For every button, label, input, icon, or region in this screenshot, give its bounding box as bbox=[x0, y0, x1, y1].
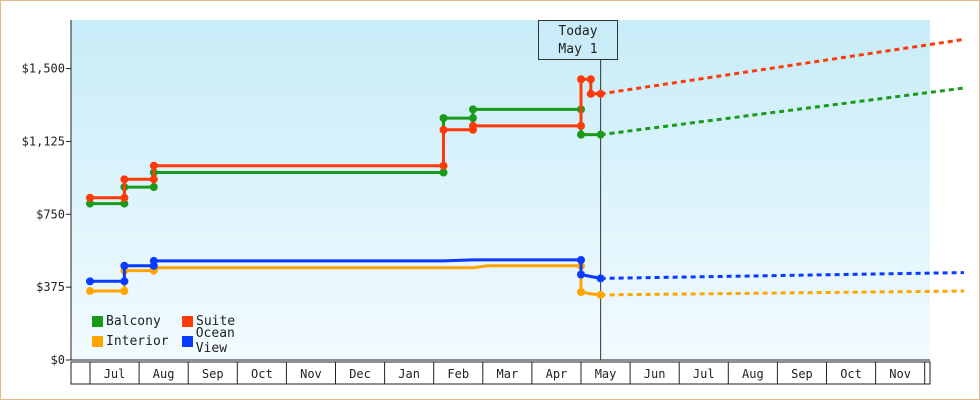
x-tick-label: Sep bbox=[202, 367, 224, 381]
data-point bbox=[468, 114, 477, 123]
data-point bbox=[577, 270, 585, 279]
x-tick-label: Dec bbox=[349, 367, 371, 381]
y-tick-label: $0 bbox=[51, 353, 65, 367]
x-tick-label: Nov bbox=[300, 367, 322, 381]
data-point bbox=[577, 75, 585, 84]
data-point bbox=[120, 277, 129, 286]
legend-swatch-interior bbox=[92, 335, 103, 347]
data-point bbox=[149, 175, 158, 184]
data-point bbox=[149, 161, 158, 170]
x-tick-label: Feb bbox=[447, 367, 469, 381]
data-point bbox=[577, 121, 585, 130]
today-annotation: Today May 1 bbox=[538, 20, 618, 60]
chart-legend: Balcony Suite Interior Ocean View bbox=[92, 311, 272, 356]
forecast-line bbox=[600, 37, 965, 96]
month-band bbox=[70, 361, 931, 385]
plot-area bbox=[71, 20, 930, 360]
data-point bbox=[120, 287, 129, 296]
x-tick-label: May bbox=[595, 367, 617, 381]
x-tick-label: Apr bbox=[546, 367, 568, 381]
legend-swatch-suite bbox=[182, 315, 193, 327]
x-tick-label: Oct bbox=[840, 367, 862, 381]
x-tick-label: Aug bbox=[153, 367, 175, 381]
legend-label-interior: Interior bbox=[106, 333, 169, 349]
data-point bbox=[439, 125, 448, 134]
data-point bbox=[439, 168, 448, 177]
legend-item-balcony: Balcony bbox=[92, 314, 182, 329]
data-point bbox=[86, 193, 94, 202]
legend-label-balcony: Balcony bbox=[106, 313, 161, 329]
data-point bbox=[439, 161, 448, 170]
forecast-line bbox=[600, 271, 965, 280]
legend-item-interior: Interior bbox=[92, 334, 182, 349]
x-tick-label: Aug bbox=[742, 367, 764, 381]
y-tick-label: $750 bbox=[36, 207, 65, 221]
x-tick-label: Mar bbox=[497, 367, 519, 381]
data-point bbox=[577, 255, 585, 264]
data-point bbox=[120, 175, 129, 184]
legend-label-suite: Suite bbox=[196, 313, 236, 329]
x-tick-label: Jun bbox=[644, 367, 666, 381]
legend-swatch-ocean-view bbox=[182, 335, 193, 347]
x-tick-label: Jan bbox=[398, 367, 420, 381]
x-tick-label: Oct bbox=[251, 367, 273, 381]
legend-item-suite: Suite bbox=[182, 314, 272, 329]
data-point bbox=[586, 89, 595, 98]
data-point bbox=[577, 288, 585, 296]
data-point bbox=[439, 114, 448, 123]
data-point bbox=[86, 287, 94, 296]
forecast-line bbox=[600, 289, 964, 297]
data-point bbox=[468, 121, 477, 130]
data-point bbox=[120, 199, 129, 208]
y-tick-label: $375 bbox=[36, 280, 65, 294]
data-point bbox=[86, 199, 94, 208]
today-label: Today bbox=[558, 24, 598, 39]
data-point bbox=[149, 183, 158, 192]
data-point bbox=[149, 256, 158, 265]
forecast-line bbox=[600, 86, 965, 137]
data-point bbox=[120, 193, 129, 202]
today-date: May 1 bbox=[558, 42, 598, 57]
legend-label-ocean-view: Ocean View bbox=[195, 326, 235, 356]
legend-item-ocean-view: Ocean View bbox=[182, 326, 272, 356]
x-tick-label: Jul bbox=[104, 367, 126, 381]
data-point bbox=[86, 277, 94, 286]
x-tick-label: Jul bbox=[693, 367, 715, 381]
x-tick-label: Nov bbox=[889, 367, 911, 381]
data-point bbox=[120, 261, 129, 270]
data-point bbox=[586, 75, 595, 84]
legend-swatch-balcony bbox=[92, 315, 103, 327]
y-tick-label: $1,125 bbox=[22, 134, 65, 148]
y-tick-label: $1,500 bbox=[22, 62, 65, 76]
x-tick-label: Sep bbox=[791, 367, 813, 381]
data-point bbox=[577, 130, 585, 139]
data-point bbox=[468, 105, 477, 114]
